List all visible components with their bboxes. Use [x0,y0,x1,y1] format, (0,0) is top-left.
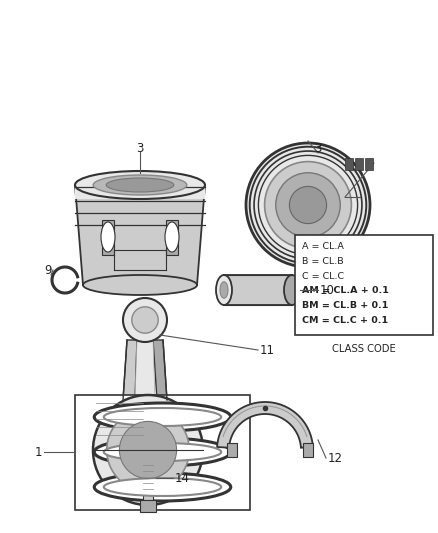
Text: 3: 3 [314,141,321,155]
Bar [365,158,373,170]
Circle shape [265,161,351,248]
Polygon shape [135,340,155,400]
Ellipse shape [94,473,231,501]
Ellipse shape [93,175,187,195]
Text: 3: 3 [136,141,144,155]
Text: 9: 9 [44,263,52,277]
Bar [140,500,156,512]
Polygon shape [153,340,167,400]
Text: CLASS CODE: CLASS CODE [332,344,396,354]
Bar [75,395,250,510]
Polygon shape [123,340,137,400]
Ellipse shape [104,443,221,461]
Circle shape [93,395,203,505]
Bar [143,455,153,500]
Ellipse shape [94,438,231,466]
Ellipse shape [284,275,300,305]
Bar [75,185,205,199]
Text: 10: 10 [320,284,335,296]
Text: 12: 12 [328,451,343,464]
Text: A = CL.A: A = CL.A [302,243,344,251]
Ellipse shape [94,403,231,431]
Bar [303,443,313,457]
Ellipse shape [165,222,179,252]
Ellipse shape [101,222,115,252]
Circle shape [290,187,327,224]
Text: B = CL.B: B = CL.B [302,257,344,266]
Bar [295,235,433,335]
Bar [166,220,178,255]
Ellipse shape [104,408,221,426]
Ellipse shape [83,275,197,295]
Bar [102,220,114,255]
Circle shape [120,422,177,479]
Circle shape [132,307,158,333]
Ellipse shape [75,171,205,199]
Bar [355,158,363,170]
Bar [227,443,237,457]
Polygon shape [75,185,205,285]
Ellipse shape [220,282,228,298]
Bar [224,275,292,305]
Bar [345,158,353,170]
Polygon shape [217,402,313,448]
Circle shape [246,143,370,267]
Ellipse shape [216,275,232,305]
Circle shape [107,409,189,491]
Text: 11: 11 [260,343,275,357]
Text: CM = CL.C + 0.1: CM = CL.C + 0.1 [302,316,388,325]
Text: 1: 1 [34,446,42,458]
Text: BM = CL.B + 0.1: BM = CL.B + 0.1 [302,301,389,310]
Circle shape [123,298,167,342]
Text: 14: 14 [175,472,190,484]
Ellipse shape [106,178,174,192]
Text: C = CL.C: C = CL.C [302,272,344,281]
Circle shape [276,173,340,237]
Ellipse shape [104,478,221,496]
Text: AM = CL.A + 0.1: AM = CL.A + 0.1 [302,286,389,295]
